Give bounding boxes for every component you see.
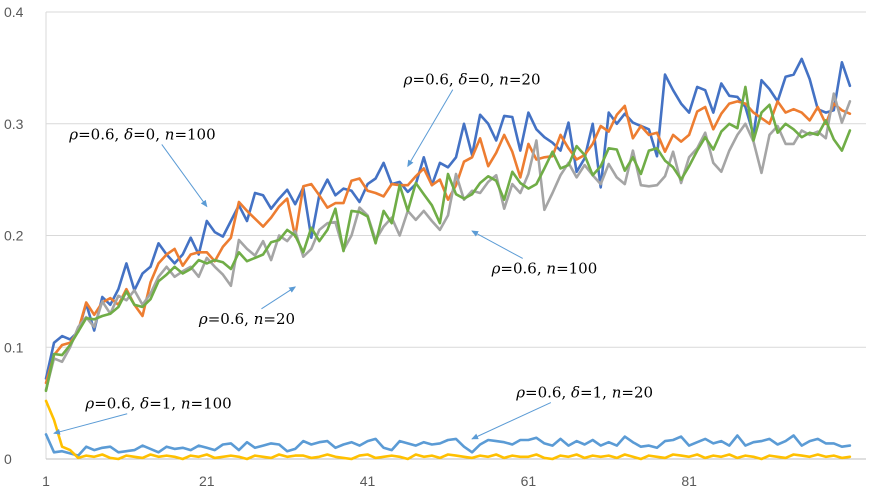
series-layer [44, 57, 852, 461]
annotation-arrow [471, 402, 552, 440]
series-line-5 [44, 433, 852, 457]
y-tick-label: 0.3 [4, 116, 24, 132]
x-tick-label: 61 [521, 473, 537, 489]
annotation-a6: ρ=0.6, δ=1, n=20 [471, 384, 653, 440]
series-line-6 [44, 399, 852, 461]
x-tick-label: 21 [199, 473, 215, 489]
y-tick-label: 0.2 [4, 228, 24, 244]
tick-labels: 0 0.1 0.2 0.3 0.4 1 21 41 61 81 [4, 4, 697, 489]
annotation-arrow [53, 413, 128, 435]
annotation-a1: ρ=0.6, δ=0, n=20 [403, 71, 541, 168]
annotation-label: ρ=0.6, n=20 [198, 310, 295, 328]
x-tick-label: 1 [42, 473, 50, 489]
annotation-label: ρ=0.6, n=100 [491, 259, 598, 277]
y-tick-label: 0.1 [4, 339, 24, 355]
series-line-2 [44, 100, 852, 385]
annotation-a5: ρ=0.6, δ=1, n=100 [53, 395, 232, 435]
annotation-arrow [261, 286, 297, 310]
annotation-a4: ρ=0.6, n=20 [198, 286, 297, 328]
annotation-arrow [407, 89, 454, 168]
y-tick-label: 0.4 [4, 4, 24, 20]
x-tick-label: 41 [360, 473, 376, 489]
series-line-1 [44, 57, 852, 380]
annotation-a2: ρ=0.6, δ=0, n=100 [68, 125, 216, 208]
annotation-arrow [161, 144, 208, 208]
annotation-arrow [471, 230, 523, 259]
annotation-label: ρ=0.6, δ=0, n=20 [403, 71, 541, 89]
series-line-4 [44, 85, 852, 393]
series-line-3 [44, 92, 852, 392]
x-tick-label: 81 [681, 473, 697, 489]
gridlines [46, 11, 866, 348]
annotation-label: ρ=0.6, δ=0, n=100 [68, 125, 215, 143]
y-tick-label: 0 [4, 451, 12, 467]
annotation-label: ρ=0.6, δ=1, n=100 [84, 395, 231, 413]
annotations: ρ=0.6, δ=0, n=20 ρ=0.6, δ=0, n=100 ρ=0.6, … [53, 71, 653, 440]
annotation-a3: ρ=0.6, n=100 [471, 230, 598, 277]
annotation-label: ρ=0.6, δ=1, n=20 [515, 384, 653, 402]
